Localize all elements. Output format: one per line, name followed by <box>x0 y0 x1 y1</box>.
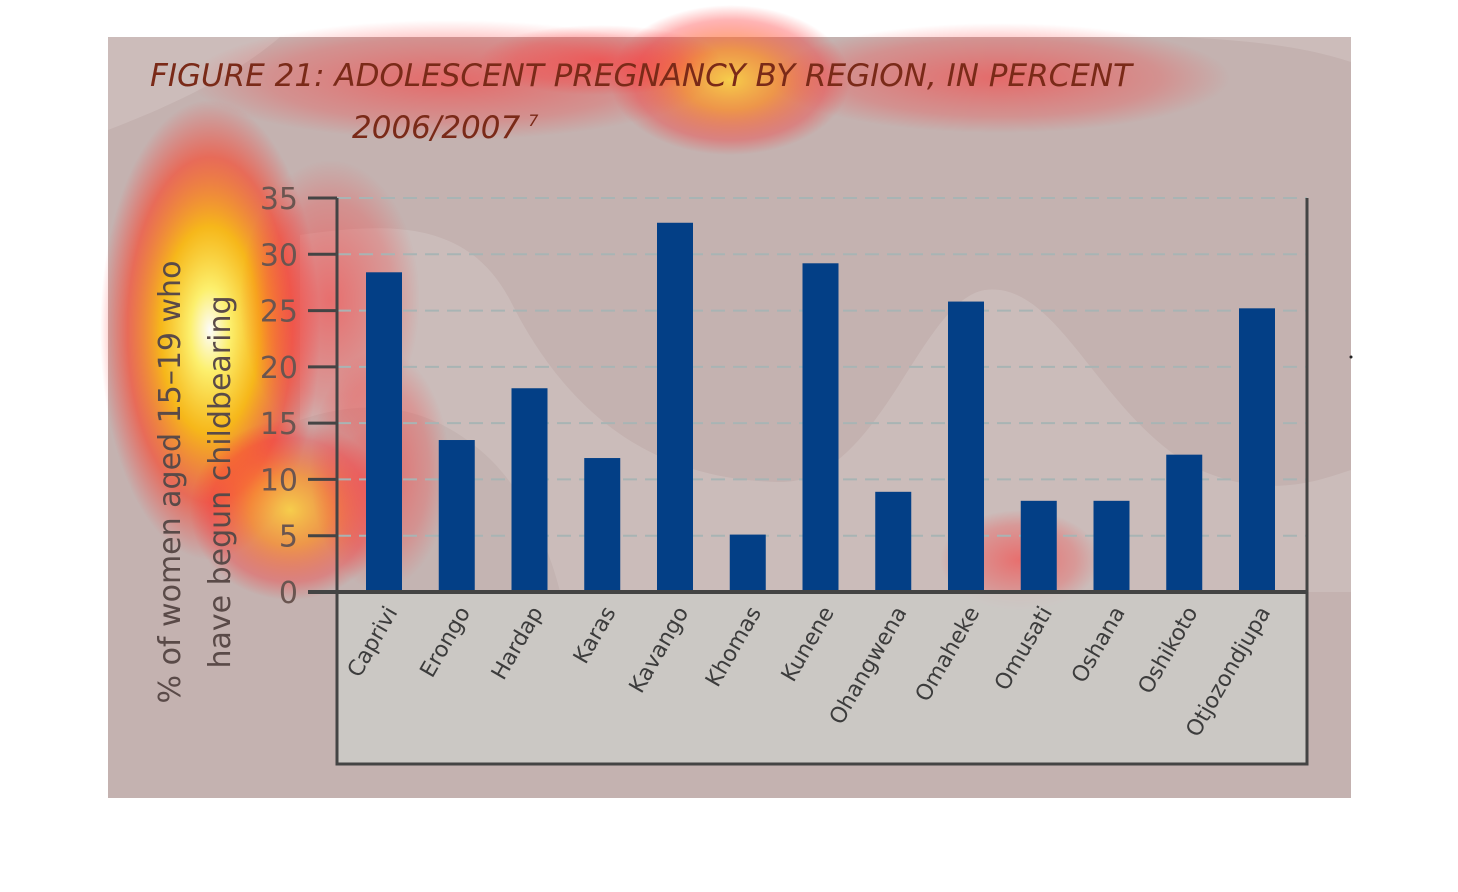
bar-oshikoto <box>1166 454 1203 592</box>
bar-caprivi <box>366 272 402 592</box>
y-tick-label: 20 <box>260 351 298 386</box>
bar-series <box>366 222 1275 592</box>
bar-otjozondjupa <box>1239 308 1275 592</box>
y-axis-label-line2: have begun childbearing <box>203 295 238 668</box>
bar-omusati <box>1020 500 1057 592</box>
chart-title-line2: 2006/2007 7 <box>352 110 539 146</box>
bar-ohangwena <box>875 491 912 592</box>
chart-title-line1: FIGURE 21: ADOLESCENT PREGNANCY BY REGIO… <box>150 58 1134 94</box>
bar-erongo <box>438 440 475 592</box>
bar-kavango <box>657 222 693 592</box>
category-label-box <box>335 590 1309 766</box>
y-axis-label-line1: % of women aged 15–19 who <box>153 261 188 704</box>
y-tick-label: 15 <box>260 407 298 442</box>
y-tick-label: 35 <box>260 182 298 217</box>
y-axis-ticks: 0 5 10 15 20 25 30 35 <box>260 182 337 611</box>
panel-decoration <box>1180 37 1351 62</box>
y-tick-label: 30 <box>260 238 298 273</box>
y-tick-label: 5 <box>279 520 298 555</box>
bar-oshana <box>1093 500 1130 592</box>
chart-title-year: 2006/2007 <box>352 110 521 146</box>
bar-omaheke <box>948 301 984 592</box>
y-tick-label: 10 <box>260 463 298 498</box>
edge-dot <box>1349 355 1353 359</box>
bar-kunene <box>802 263 839 592</box>
panel-decoration <box>300 228 1351 592</box>
title-footnote-marker: 7 <box>528 111 539 130</box>
bar-karas <box>584 458 621 592</box>
bar-khomas <box>729 534 766 592</box>
y-tick-label: 0 <box>279 576 298 611</box>
bar-hardap <box>511 388 548 592</box>
y-tick-label: 25 <box>260 295 298 330</box>
attention-heatmap <box>100 5 1230 610</box>
